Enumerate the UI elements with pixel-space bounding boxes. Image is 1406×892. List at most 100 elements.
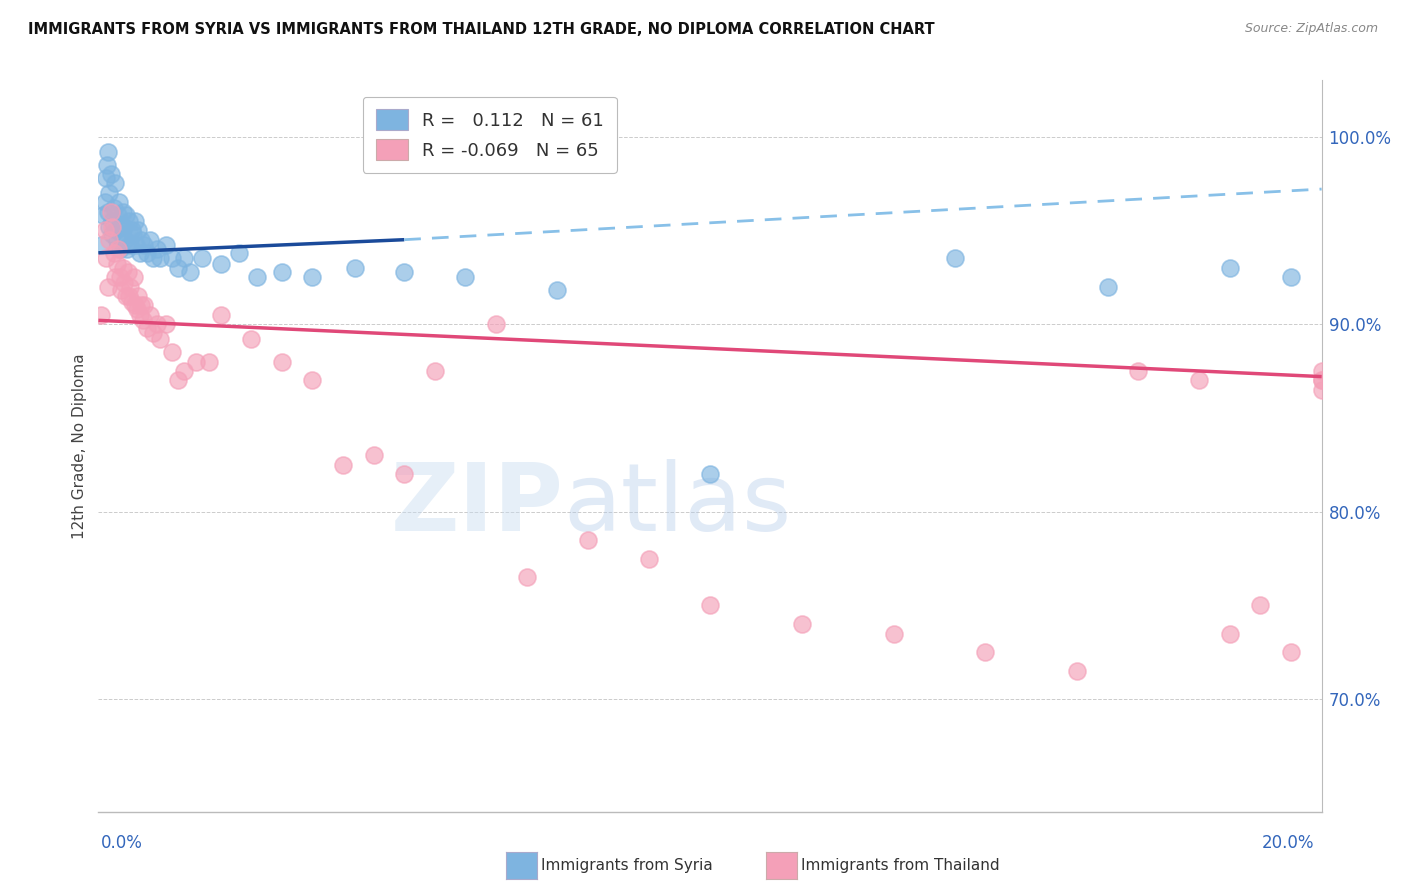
Point <box>107 242 129 256</box>
Point <box>112 219 135 234</box>
Point <box>136 245 159 260</box>
Text: Immigrants from Syria: Immigrants from Syria <box>541 858 713 872</box>
Point <box>107 208 129 222</box>
Legend: R =   0.112   N = 61, R = -0.069   N = 65: R = 0.112 N = 61, R = -0.069 N = 65 <box>363 96 617 173</box>
Point <box>120 238 142 252</box>
Point <box>1279 270 1302 285</box>
Point <box>118 289 141 303</box>
Point <box>121 223 143 237</box>
Point <box>103 201 125 215</box>
Point <box>125 302 148 317</box>
Point <box>107 195 129 210</box>
Point <box>97 279 120 293</box>
Point <box>142 252 165 266</box>
Point <box>104 223 127 237</box>
Point <box>93 223 115 237</box>
Point <box>122 227 145 241</box>
Point <box>110 283 132 297</box>
Point <box>111 204 134 219</box>
Point <box>97 145 120 159</box>
Point <box>142 326 165 341</box>
Point <box>101 219 124 234</box>
Point <box>91 208 114 222</box>
Point <box>115 208 138 222</box>
Point <box>96 158 118 172</box>
Point <box>127 223 149 237</box>
Point <box>139 233 162 247</box>
Point <box>129 245 152 260</box>
Point <box>1219 626 1241 640</box>
Point <box>699 599 721 613</box>
Point <box>105 233 128 247</box>
Point <box>125 238 148 252</box>
Point <box>1097 279 1119 293</box>
Point <box>94 252 117 266</box>
Point <box>790 617 813 632</box>
Point <box>100 167 122 181</box>
Point <box>90 308 112 322</box>
Point <box>179 264 201 278</box>
Point <box>111 227 134 241</box>
Text: 0.0%: 0.0% <box>101 834 143 852</box>
Point <box>115 242 138 256</box>
Point <box>1188 373 1211 387</box>
Point <box>97 204 120 219</box>
Point <box>122 270 145 285</box>
Point <box>186 354 208 368</box>
Point <box>129 308 152 322</box>
Point <box>120 279 142 293</box>
Point <box>1128 364 1150 378</box>
Point <box>145 317 167 331</box>
Point <box>576 533 599 547</box>
Point <box>516 570 538 584</box>
Point <box>112 276 135 290</box>
Point <box>228 245 250 260</box>
Point <box>129 233 152 247</box>
Point <box>134 238 156 252</box>
Point <box>270 264 294 278</box>
Point <box>197 354 219 368</box>
Point <box>97 219 120 234</box>
Point <box>103 245 125 260</box>
Point <box>344 260 367 275</box>
Point <box>392 264 416 278</box>
Point <box>546 283 568 297</box>
Point <box>104 177 127 191</box>
Point <box>118 214 141 228</box>
Text: atlas: atlas <box>564 458 792 550</box>
Point <box>110 218 132 232</box>
Point <box>240 332 263 346</box>
Point <box>101 227 124 241</box>
Point <box>134 298 156 312</box>
Point <box>1279 645 1302 659</box>
Point <box>485 317 508 331</box>
Point <box>883 626 905 640</box>
Point <box>160 252 183 266</box>
Point <box>108 242 131 256</box>
Point <box>101 214 124 228</box>
Point <box>124 214 146 228</box>
Point <box>98 186 121 200</box>
Point <box>93 195 115 210</box>
Y-axis label: 12th Grade, No Diploma: 12th Grade, No Diploma <box>72 353 87 539</box>
Point <box>363 449 385 463</box>
Point <box>149 332 172 346</box>
Point <box>155 317 177 331</box>
Point <box>145 242 167 256</box>
Point <box>160 345 183 359</box>
Point <box>1310 373 1333 387</box>
Point <box>209 308 232 322</box>
Point <box>139 308 162 322</box>
Point <box>104 270 127 285</box>
Point <box>124 298 146 312</box>
Point <box>114 233 136 247</box>
Point <box>127 289 149 303</box>
Point <box>132 313 155 327</box>
Point <box>155 238 177 252</box>
Point <box>149 252 172 266</box>
Point <box>98 233 121 247</box>
Point <box>108 270 131 285</box>
Point <box>191 252 214 266</box>
Point <box>94 170 117 185</box>
Point <box>100 204 122 219</box>
